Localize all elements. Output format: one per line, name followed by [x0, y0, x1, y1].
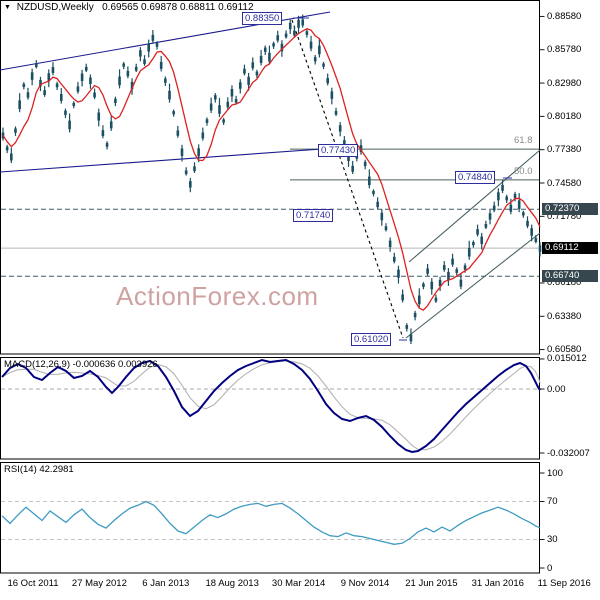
price-axis-tick: 0.66180 — [547, 277, 582, 289]
time-axis-label: 16 Oct 2011 — [7, 578, 59, 589]
fib-level-label: 50.0 — [514, 165, 533, 177]
current-price-tag: 0.69112 — [542, 242, 598, 255]
price-axis-tick: 0.71780 — [547, 210, 582, 222]
price-axis-tick: 0.63380 — [547, 310, 582, 322]
level-price-tag: 0.72370 — [542, 203, 598, 216]
symbol-period-label: NZDUSD,Weekly — [16, 2, 94, 13]
macd-axis-tick: 0.015012 — [547, 353, 587, 365]
price-axis-tick: 0.85780 — [547, 44, 582, 56]
time-axis: 16 Oct 2011 27 May 2012 6 Jan 2013 18 Aug 2… — [0, 578, 600, 592]
macd-axis-tick: -0.032007 — [547, 447, 590, 459]
time-axis-label: 30 Mar 2014 — [271, 578, 326, 589]
rsi-axis-tick: 30 — [547, 534, 558, 545]
rsi-axis-tick: 0 — [547, 562, 553, 574]
price-axis-tick: 0.60580 — [547, 344, 582, 356]
time-axis-label: 18 Aug 2013 — [205, 578, 259, 589]
watermark: ActionForex.com — [116, 281, 319, 311]
time-axis-label: 27 May 2012 — [71, 578, 127, 589]
time-axis-label: 21 Jun 2015 — [405, 578, 458, 589]
time-axis-label: 31 Jan 2016 — [471, 578, 524, 589]
price-level-box: 0.88350 — [242, 12, 283, 25]
macd-axis-tick: 0.00 — [547, 383, 566, 395]
ohlc-values: 0.69565 0.69878 0.68811 0.69112 — [102, 2, 254, 13]
rsi-axis-tick: 70 — [547, 496, 558, 507]
time-axis-label: 9 Nov 2014 — [340, 578, 390, 589]
price-axis-tick: 0.88580 — [547, 10, 582, 22]
price-axis-tick: 0.82980 — [547, 77, 582, 89]
fib-level-label: 61.8 — [514, 135, 533, 147]
macd-indicator-label: MACD(12,26,9) -0.000636 0.003926 — [4, 359, 158, 370]
price-level-box: 0.74840 — [455, 171, 496, 184]
rsi-indicator-label: RSI(14) 42.2981 — [4, 464, 74, 475]
price-level-box: 0.77430 — [318, 144, 359, 157]
rsi-axis-tick: 100 — [547, 467, 563, 479]
price-axis-tick: 0.74580 — [547, 177, 582, 189]
time-axis-label: 11 Sep 2016 — [537, 578, 591, 589]
price-level-box: 0.71740 — [293, 209, 334, 222]
chart-title: ▼ NZDUSD,Weekly 0.69565 0.69878 0.68811 … — [4, 2, 254, 13]
price-level-box: 0.61020 — [351, 333, 392, 346]
price-axis-tick: 0.80180 — [547, 110, 582, 122]
price-axis-tick: 0.77380 — [547, 144, 582, 156]
level-price-tag: 0.66740 — [542, 270, 598, 283]
time-axis-label: 6 Jan 2013 — [142, 578, 190, 589]
chart-marker-triangle-icon[interactable]: ▼ — [4, 4, 11, 11]
